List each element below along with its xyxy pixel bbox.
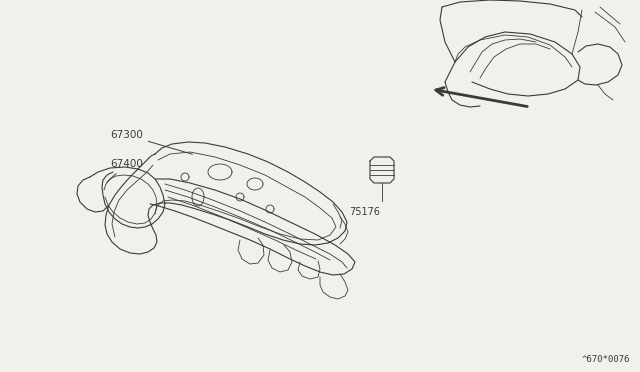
Text: ^670*0076: ^670*0076 (582, 355, 630, 364)
Text: 67400: 67400 (107, 159, 143, 182)
Text: 75176: 75176 (349, 207, 381, 217)
Text: 67300: 67300 (110, 130, 193, 154)
